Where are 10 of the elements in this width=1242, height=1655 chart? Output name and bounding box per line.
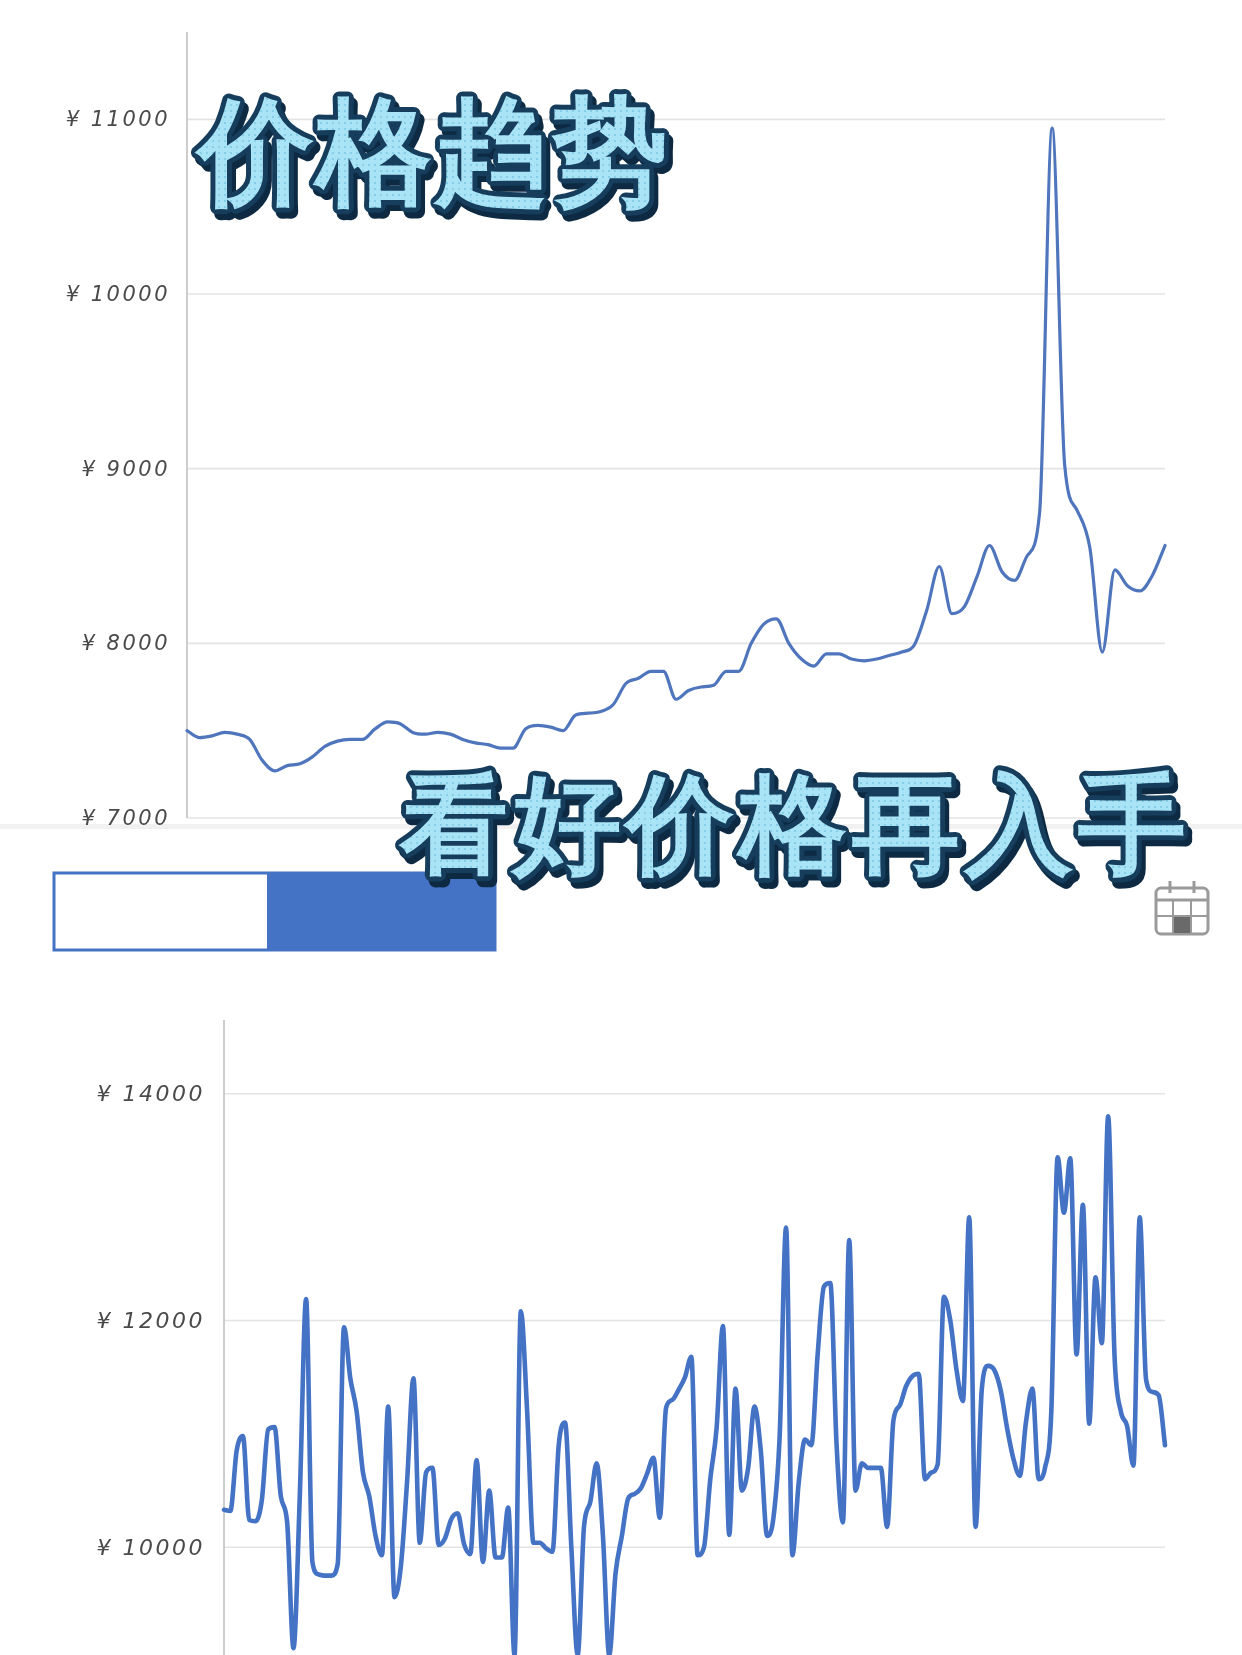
y-tick-label: ¥ 7000 xyxy=(81,806,170,830)
y-tick-label: ¥ 14000 xyxy=(96,1081,205,1107)
y-tick-label: ¥ 10000 xyxy=(65,282,170,306)
y-tick-label: ¥ 9000 xyxy=(81,456,170,481)
y-tick-label: ¥ 8000 xyxy=(81,631,170,656)
y-tick-label: ¥ 12000 xyxy=(96,1307,205,1333)
y-tick-label: ¥ 11000 xyxy=(65,107,170,132)
y-tick-label: ¥ 10000 xyxy=(96,1534,205,1560)
text: 价格趋势 xyxy=(194,84,670,219)
annotation: 看好价格再入手 xyxy=(398,762,1191,887)
